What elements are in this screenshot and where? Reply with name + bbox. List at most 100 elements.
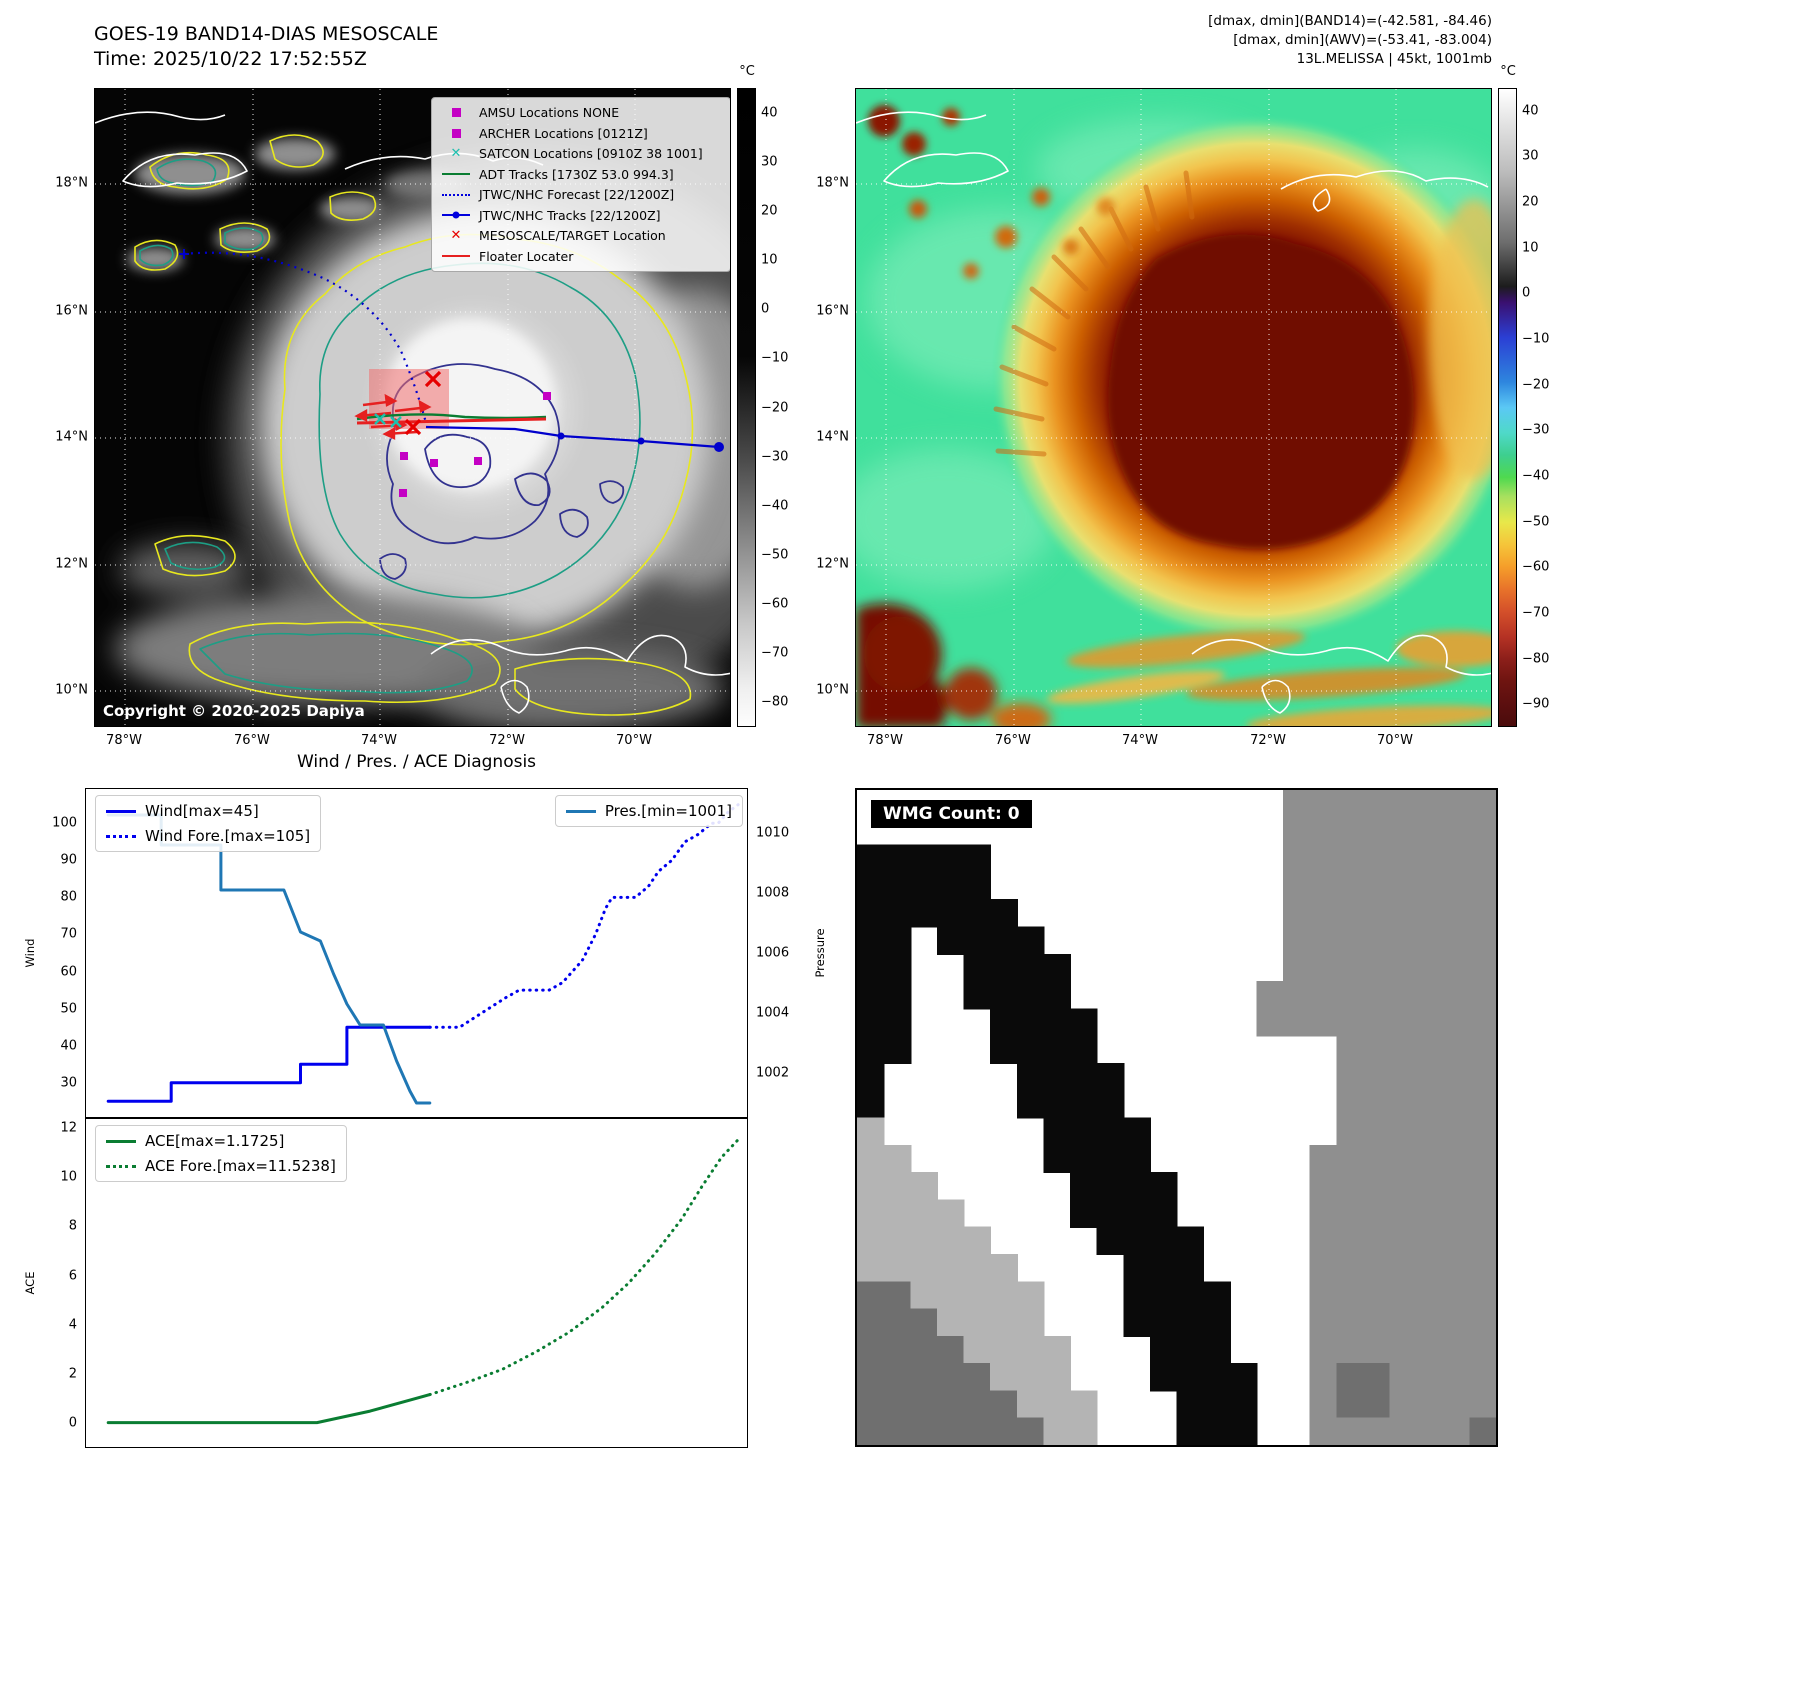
x-marker: ✕ [450, 146, 462, 162]
colorbar-tick: −50 [761, 547, 789, 563]
lat-tick: 12°N [55, 556, 88, 572]
legend-item: ✕ MESOSCALE/TARGET Location [441, 228, 721, 244]
dotted-marker [441, 188, 471, 202]
lon-tick: 70°W [616, 733, 652, 748]
legend-line-sample [106, 1164, 136, 1168]
convective-striations [993, 170, 1195, 457]
legend-label: ADT Tracks [1730Z 53.0 994.3] [479, 166, 674, 182]
amsu-archer-markers [399, 392, 551, 497]
band14-colorbar [737, 88, 756, 727]
axis-tick: 40 [60, 1038, 77, 1054]
panel-timestamp: Time: 2025/10/22 17:52:55Z [94, 48, 367, 71]
mesoscale-target-box [369, 369, 449, 429]
colorbar-tick: −50 [1522, 514, 1550, 530]
wmg-grid-image [857, 790, 1496, 1445]
ace-chart: 0 2 4 6 8 10 12 ACE[max=1.1725] ACE Fore.[max=11… [60, 1118, 748, 1448]
series-Wind[max=45] [106, 1025, 432, 1103]
legend-item: ARCHER Locations [0121Z] [441, 126, 721, 142]
awv-colorbar-ticks: 40 30 20 10 0 −10 −20 −30 −40 −50 −60 −70 −80 −90 [1522, 88, 1566, 727]
colorbar-tick: −90 [1522, 696, 1550, 712]
colorbar-unit: °C [1500, 64, 1516, 79]
lon-tick: 74°W [1122, 733, 1158, 748]
storm-id-intensity: 13L.MELISSA | 45kt, 1001mb [1296, 51, 1492, 68]
legend-line-sample [106, 1139, 136, 1143]
colorbar-tick: −30 [761, 449, 789, 465]
series-Pres.[min=1001] [106, 813, 432, 1105]
legend-label: ACE Fore.[max=11.5238] [145, 1157, 336, 1175]
lon-tick: 78°W [867, 733, 903, 748]
axis-tick: 90 [60, 852, 77, 868]
warm-band-streaks [1046, 630, 1491, 726]
colorbar-tick: 10 [1522, 240, 1539, 256]
axis-tick: 1002 [756, 1065, 790, 1081]
pressure-axis-label: Pressure [813, 928, 827, 978]
legend-label: SATCON Locations [0910Z 38 1001] [479, 146, 703, 162]
lon-tick: 70°W [1377, 733, 1413, 748]
awv-header-block: [dmax, dmin](BAND14)=(-42.581, -84.46) [… [855, 12, 1492, 69]
legend-label: ACE[max=1.1725] [145, 1132, 285, 1150]
colorbar-tick: −10 [1522, 331, 1550, 347]
legend-label: Wind Fore.[max=105] [145, 827, 311, 845]
legend-label: MESOSCALE/TARGET Location [479, 228, 666, 244]
wind-arrows [354, 393, 432, 440]
legend-label: Wind[max=45] [145, 802, 259, 820]
track-start-marker [179, 249, 189, 259]
copyright-text: Copyright © 2020-2025 Dapiya [103, 702, 365, 720]
colorbar-tick: 40 [761, 105, 778, 121]
cold-spots-lower-left [856, 603, 1051, 726]
axis-tick: 1004 [756, 1005, 790, 1021]
ace-axis-label: ACE [23, 1271, 37, 1295]
awv-satellite-map [855, 88, 1492, 727]
band14-title-block: GOES-19 BAND14-DIAS MESOSCALE Time: 2025… [94, 22, 438, 72]
legend-line-sample [106, 834, 136, 838]
coastlines [856, 111, 1491, 714]
axis-tick: 1008 [756, 885, 790, 901]
legend-label: JTWC/NHC Forecast [22/1200Z] [479, 187, 675, 203]
floater-locater-line [356, 417, 547, 425]
line-dot-marker [441, 208, 471, 222]
band14-lat-axis: 18°N 16°N 14°N 12°N 10°N [42, 88, 88, 727]
x-marker: ✕ [450, 228, 462, 244]
temperature-contours [134, 134, 694, 716]
square-marker [441, 106, 471, 120]
colorbar-tick: 30 [761, 154, 778, 170]
colorbar-tick: 30 [1522, 148, 1539, 164]
legend-label: AMSU Locations NONE [479, 105, 620, 121]
mesoscale-target-markers [404, 370, 442, 436]
wind-pressure-chart: 30 40 50 60 70 80 90 100 1002 1004 1006 1008 1010 Win… [52, 788, 789, 1118]
satcon-markers [374, 413, 402, 428]
colorbar-tick: 0 [1522, 285, 1531, 301]
lon-tick: 74°W [361, 733, 397, 748]
legend-item: ✕ SATCON Locations [0910Z 38 1001] [441, 146, 721, 162]
lat-tick: 18°N [816, 175, 849, 191]
colorbar-tick: −70 [761, 645, 789, 661]
legend-item: Pres.[min=1001] [565, 802, 732, 820]
lon-tick: 78°W [106, 733, 142, 748]
axis-tick: 50 [60, 1001, 77, 1017]
legend-item: ACE[max=1.1725] [106, 1132, 336, 1150]
band14-satellite-map: AMSU Locations NONE ARCHER Locations [012… [94, 88, 731, 727]
axis-tick: 1006 [756, 945, 790, 961]
axis-tick: 4 [68, 1317, 77, 1333]
colorbar-tick: 10 [761, 252, 778, 268]
lat-tick: 14°N [816, 429, 849, 445]
legend-item: Wind Fore.[max=105] [106, 827, 310, 845]
panel-title: GOES-19 BAND14-DIAS MESOSCALE [94, 23, 439, 45]
legend-line-sample [106, 809, 136, 813]
colorbar-tick: −30 [1522, 422, 1550, 438]
axis-tick: 70 [60, 926, 77, 942]
dmax-dmin-awv: [dmax, dmin](AWV)=(-53.41, -83.004) [1233, 32, 1492, 49]
square-marker [441, 126, 471, 140]
lon-tick: 72°W [489, 733, 525, 748]
colorbar-tick: 0 [761, 301, 770, 317]
colorbar-tick: −20 [1522, 377, 1550, 393]
series-ACE Fore.[max=11.5238] [428, 1138, 740, 1397]
legend-item: JTWC/NHC Forecast [22/1200Z] [441, 187, 721, 203]
legend-item: Wind[max=45] [106, 802, 310, 820]
axis-tick: 80 [60, 889, 77, 905]
axis-tick: 1010 [756, 825, 790, 841]
coastlines [95, 111, 730, 714]
axis-tick: 60 [60, 964, 77, 980]
map-legend: AMSU Locations NONE ARCHER Locations [012… [431, 97, 730, 272]
